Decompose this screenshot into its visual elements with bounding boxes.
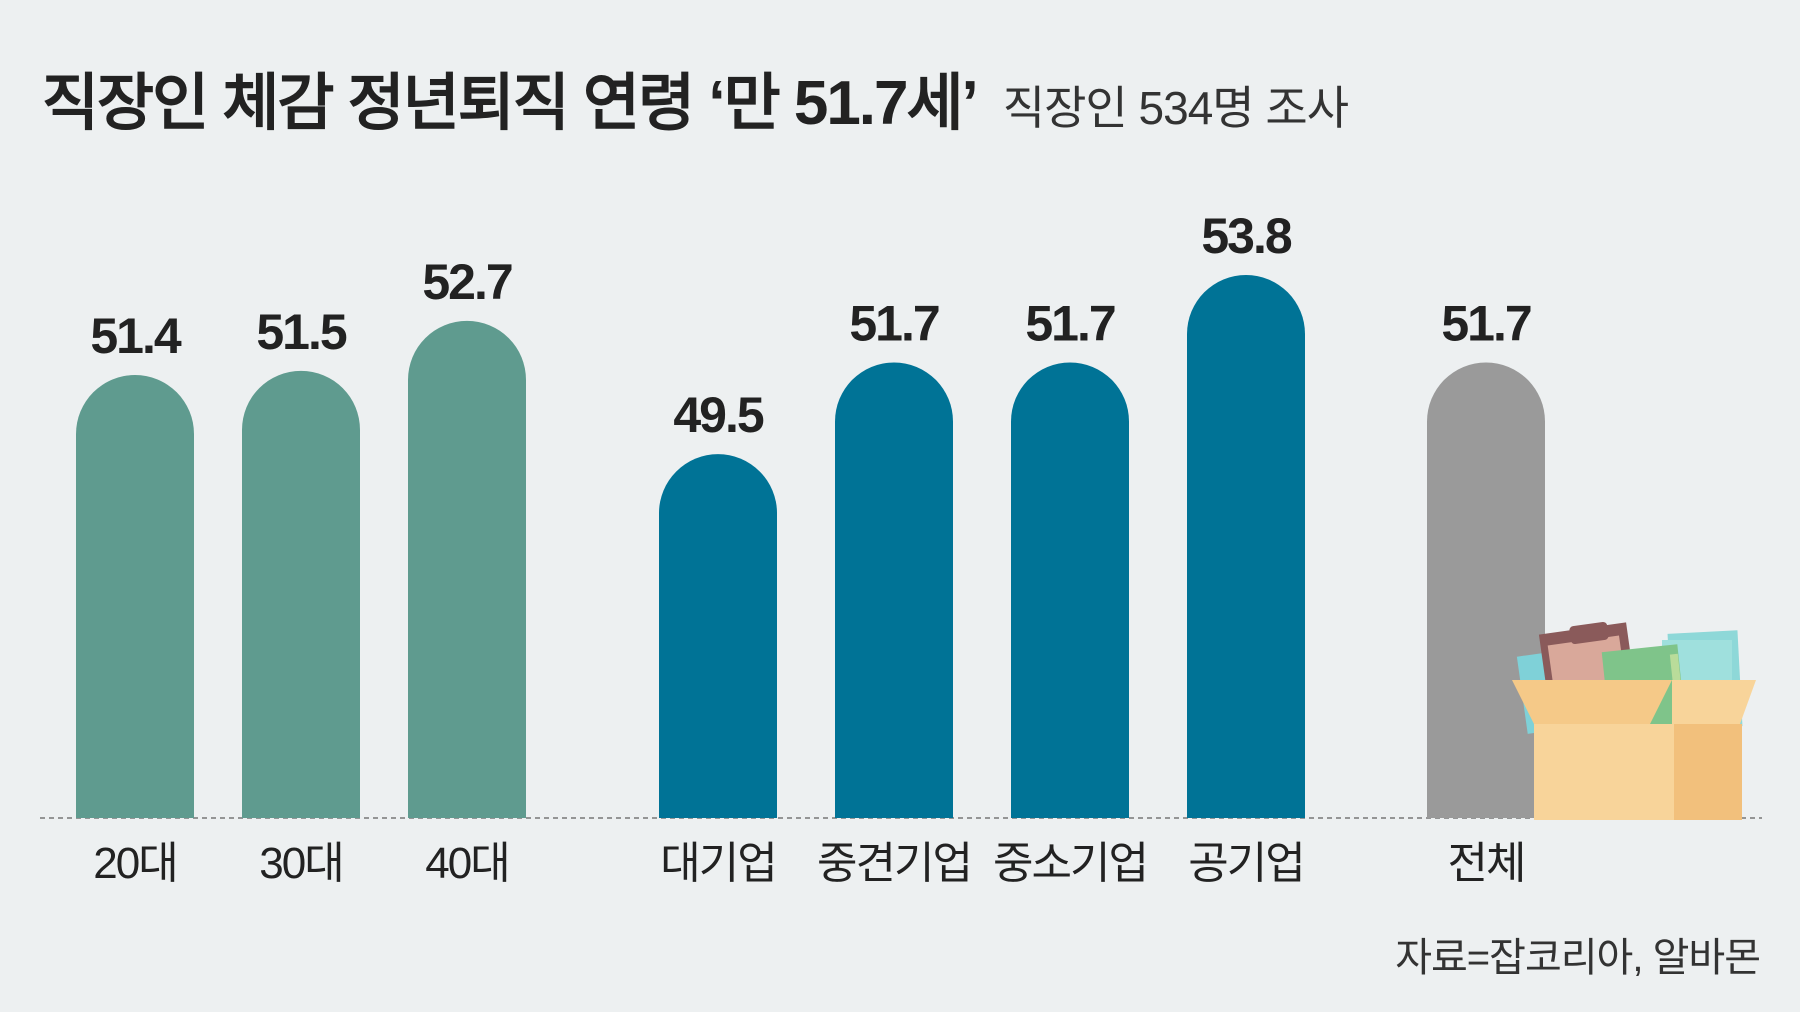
title-row: 직장인 체감 정년퇴직 연령 ‘만 51.7세’ 직장인 534명 조사 bbox=[42, 52, 1349, 142]
bar-중소기업 bbox=[1011, 362, 1129, 818]
category-label-중소기업: 중소기업 bbox=[993, 839, 1147, 888]
category-label-중견기업: 중견기업 bbox=[817, 839, 971, 888]
bar-20대 bbox=[76, 375, 194, 818]
bar-30대 bbox=[242, 370, 360, 818]
bar-40대 bbox=[408, 320, 526, 818]
chart-title: 직장인 체감 정년퇴직 연령 ‘만 51.7세’ bbox=[42, 69, 979, 138]
chart-subtitle: 직장인 534명 조사 bbox=[1002, 82, 1349, 134]
bar-대기업 bbox=[659, 454, 777, 818]
category-label-30대: 30대 bbox=[259, 839, 342, 888]
category-label-공기업: 공기업 bbox=[1188, 839, 1303, 888]
category-label-대기업: 대기업 bbox=[660, 839, 775, 888]
category-label-20대: 20대 bbox=[93, 839, 176, 888]
value-label-30대: 51.5 bbox=[256, 304, 347, 360]
value-label-중견기업: 51.7 bbox=[849, 296, 939, 352]
moving-box-icon bbox=[1512, 621, 1756, 820]
source-note: 자료=잡코리아, 알바몬 bbox=[1395, 936, 1761, 980]
category-label-40대: 40대 bbox=[425, 839, 508, 888]
value-label-대기업: 49.5 bbox=[673, 387, 764, 443]
value-label-전체: 51.7 bbox=[1441, 296, 1531, 352]
value-label-공기업: 53.8 bbox=[1201, 208, 1292, 264]
bar-중견기업 bbox=[835, 362, 953, 818]
value-label-40대: 52.7 bbox=[422, 254, 512, 310]
category-label-전체: 전체 bbox=[1448, 839, 1525, 888]
value-label-중소기업: 51.7 bbox=[1025, 296, 1115, 352]
bars-layer: 51.4 20대 51.5 30대 52.7 40대 49.5 대기업 51.7 중견기업 51.7… bbox=[40, 208, 1762, 888]
bar-전체 bbox=[1427, 362, 1545, 818]
value-label-20대: 51.4 bbox=[90, 308, 182, 364]
bar-공기업 bbox=[1187, 275, 1305, 818]
